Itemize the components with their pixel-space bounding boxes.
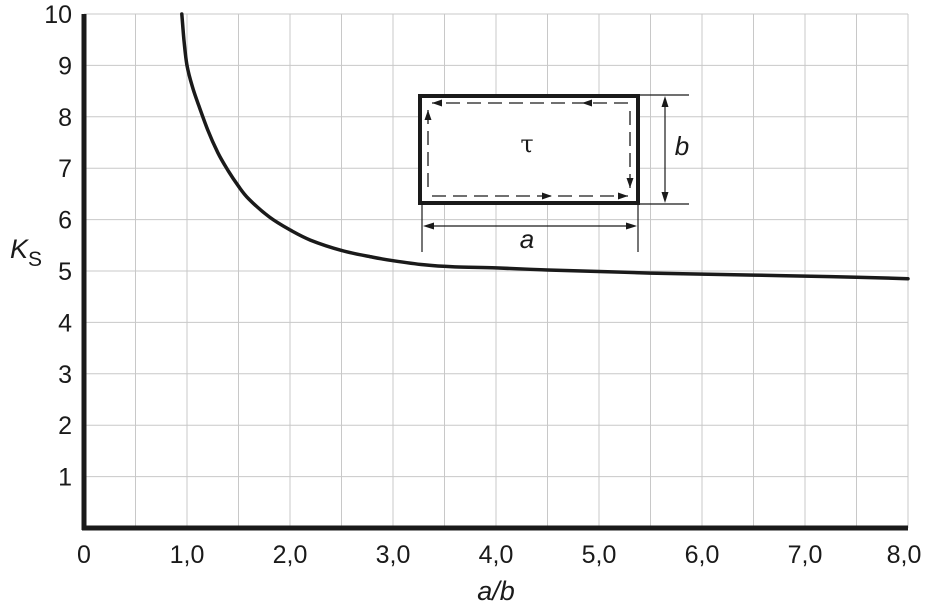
y-tick-label: 8: [58, 104, 72, 132]
x-tick-label: 5,0: [582, 541, 617, 569]
y-tick-label: 2: [58, 412, 72, 440]
dimension-a: [421, 205, 639, 252]
arrowhead-left: [424, 110, 432, 120]
y-tick-label: 5: [58, 258, 72, 286]
tick-labels: 0 1,0 2,0 3,0 4,0 5,0 6,0 7,0 8,0 1 2 3 4 5 6 7 8 9 10: [44, 1, 921, 569]
dimension-a-arrowhead-left: [423, 222, 434, 230]
dimension-a-label: a: [520, 224, 534, 254]
plate-inset-diagram: τ a b: [418, 94, 689, 254]
dimension-b-arrowhead-top: [661, 96, 669, 107]
x-tick-label: 0: [77, 541, 91, 569]
arrowhead-right: [626, 178, 634, 188]
tau-label: τ: [520, 130, 533, 158]
arrowhead-top-mid: [582, 99, 592, 107]
y-tick-label: 4: [58, 309, 72, 337]
axes: [81, 14, 908, 531]
arrowhead-bottom-mid: [542, 192, 552, 200]
y-axis-title-subscript: S: [28, 248, 42, 271]
plate-rectangle: [418, 94, 640, 205]
dimension-b-label: b: [675, 131, 689, 161]
dimension-b-arrowhead-bottom: [661, 192, 669, 203]
y-tick-label: 10: [44, 1, 72, 29]
ks-curve: [180, 12, 910, 281]
y-tick-label: 3: [58, 361, 72, 389]
dimension-a-arrowhead-right: [626, 222, 637, 230]
x-tick-label: 3,0: [376, 541, 411, 569]
y-tick-label: 6: [58, 207, 72, 235]
y-tick-label: 1: [58, 464, 72, 492]
arrowhead-top: [432, 99, 442, 107]
x-tick-label: 6,0: [685, 541, 720, 569]
x-tick-label: 1,0: [170, 541, 205, 569]
series: [180, 12, 910, 281]
y-tick-label: 7: [58, 155, 72, 183]
y-axis-title: KS: [10, 234, 42, 271]
dimension-b: [640, 94, 689, 205]
x-tick-label: 7,0: [788, 541, 823, 569]
y-axis-title-main: K: [10, 234, 29, 264]
shear-arrow-heads: [424, 99, 634, 200]
x-tick-label: 2,0: [273, 541, 308, 569]
y-tick-label: 9: [58, 52, 72, 80]
arrowhead-bottom: [618, 192, 628, 200]
shear-arrows: [427, 102, 631, 197]
x-tick-label: 8,0: [887, 541, 922, 569]
x-tick-label: 4,0: [479, 541, 514, 569]
x-axis-title: a/b: [477, 576, 515, 606]
grid: [84, 13, 909, 528]
